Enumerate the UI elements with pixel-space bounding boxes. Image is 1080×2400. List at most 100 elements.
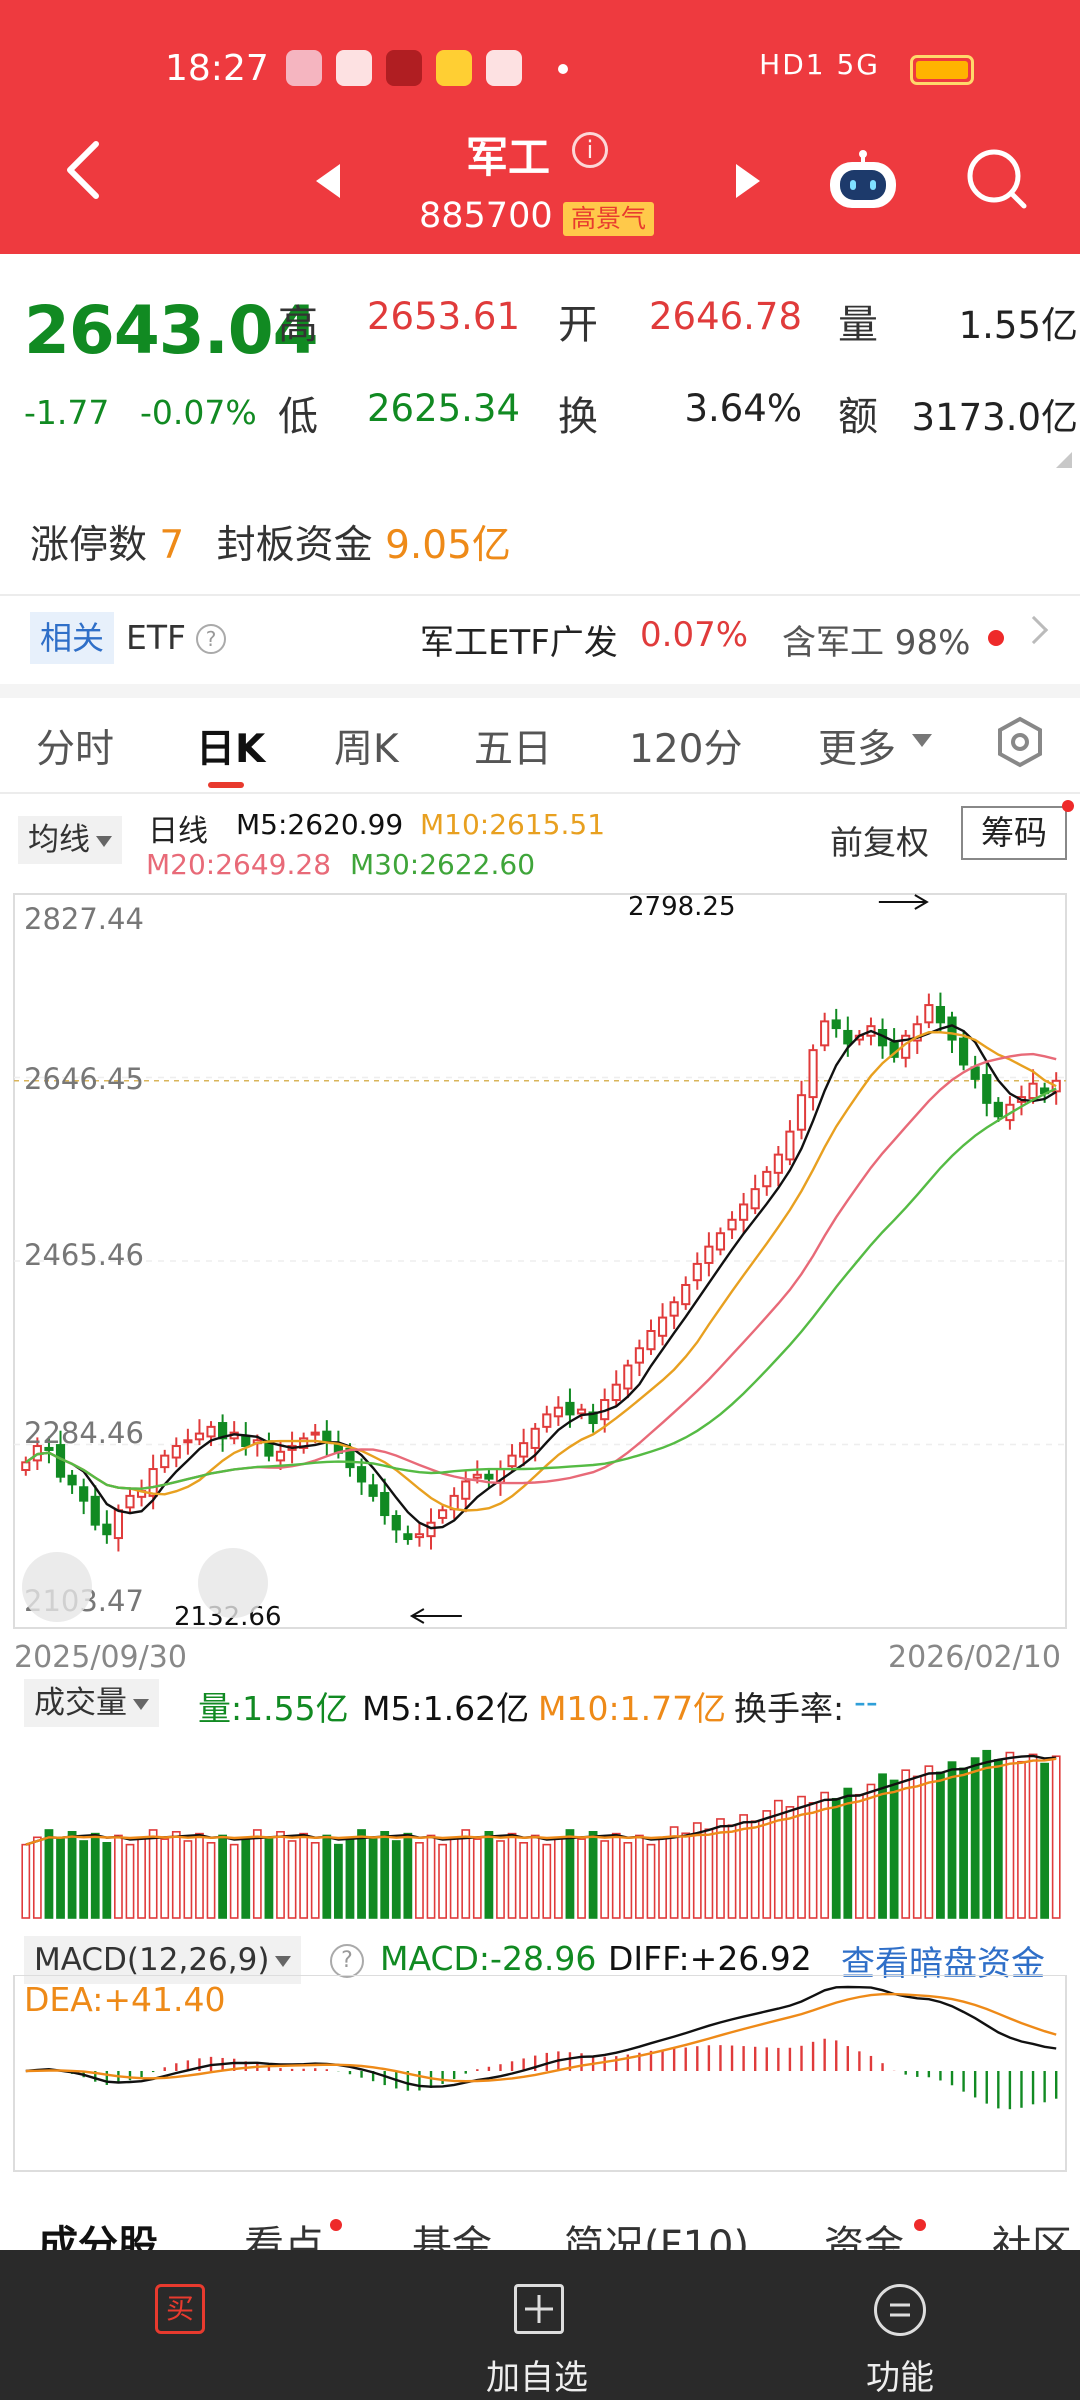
tab-120min[interactable]: 120分	[629, 727, 743, 772]
settings-hexagon-icon[interactable]	[994, 716, 1046, 768]
tab-five-day[interactable]: 五日	[474, 727, 553, 772]
candle-body	[634, 1347, 645, 1364]
volume-bar	[1040, 1762, 1050, 1919]
kline-chart[interactable]	[0, 888, 1080, 1633]
volume-bar	[368, 1838, 378, 1919]
adjust-mode-button[interactable]: 前复权	[830, 823, 929, 862]
candle-body	[21, 1461, 31, 1471]
volume-bar	[704, 1828, 714, 1919]
tab-more[interactable]: 更多	[818, 727, 897, 772]
high-boom-badge[interactable]: 高景气	[563, 202, 655, 236]
candle-body	[542, 1413, 552, 1428]
candle-body	[623, 1364, 633, 1390]
volume-bar	[808, 1802, 818, 1919]
candle-body	[241, 1435, 251, 1448]
volume-bar	[692, 1822, 702, 1919]
buy-icon[interactable]: 买	[155, 2284, 205, 2334]
fullscreen-button[interactable]	[198, 1548, 268, 1618]
chip-distribution-button[interactable]: 筹码	[961, 806, 1067, 860]
candle-body	[194, 1432, 205, 1441]
volume-bar	[183, 1840, 193, 1919]
red-dot-icon	[914, 2219, 926, 2231]
add-watchlist-button[interactable]: 加自选	[486, 2358, 588, 2398]
candle-body	[79, 1486, 89, 1502]
volume-select-button[interactable]: 成交量	[24, 1679, 159, 1727]
volume-bar	[588, 1830, 598, 1919]
volume-bar	[831, 1797, 841, 1919]
candle-body	[565, 1401, 575, 1416]
tab-highlights[interactable]: 看点	[244, 2223, 324, 2250]
volume-bar	[380, 1830, 390, 1919]
red-dot-icon	[988, 630, 1004, 646]
search-icon[interactable]	[964, 146, 1030, 212]
seal-fund-label: 封板资金	[216, 523, 373, 568]
candle-body	[704, 1245, 714, 1264]
tab-funds[interactable]: 基金	[412, 2223, 492, 2250]
help-icon[interactable]: ?	[196, 624, 226, 654]
info-icon[interactable]: i	[572, 132, 608, 168]
candle-body	[576, 1408, 587, 1415]
tab-constituents[interactable]: 成分股	[38, 2223, 158, 2250]
collapse-panel-button[interactable]	[22, 1552, 92, 1622]
tab-intraday[interactable]: 分时	[36, 727, 115, 772]
candle-body	[958, 1037, 969, 1066]
seal-fund-value: 9.05亿	[385, 523, 511, 568]
volume-bar	[322, 1834, 332, 1919]
volume-bar	[299, 1832, 309, 1919]
volume-bar	[669, 1826, 679, 1919]
prev-stock-button[interactable]	[316, 164, 340, 198]
tab-community[interactable]: 社区	[992, 2223, 1072, 2250]
amount-value: 3173.0亿	[911, 396, 1078, 439]
candle-body	[970, 1066, 980, 1080]
chevron-right-icon[interactable]	[1019, 615, 1049, 645]
volume-m5: M5:1.62亿	[362, 1689, 530, 1728]
limit-up-count: 7	[159, 523, 185, 568]
date-start: 2025/09/30	[14, 1640, 187, 1675]
candle-body	[1028, 1082, 1038, 1100]
candle-body	[275, 1450, 286, 1462]
volume-bar	[102, 1842, 112, 1919]
ma-select-button[interactable]: 均线	[18, 816, 122, 864]
volume-bar	[56, 1838, 65, 1919]
volume-bar	[125, 1843, 135, 1919]
candle-body	[681, 1283, 691, 1306]
volume-bar	[658, 1836, 667, 1919]
volume-bar	[171, 1830, 181, 1919]
add-watchlist-icon[interactable]	[514, 2284, 564, 2334]
next-stock-button[interactable]	[736, 164, 760, 198]
detail-tabs: 成分股 看点 基金 简况(F10) 资金 社区	[0, 2195, 1080, 2250]
candle-body	[160, 1454, 170, 1469]
candle-body	[368, 1484, 378, 1497]
dark-pool-fund-link[interactable]: 查看暗盘资金	[841, 1944, 1045, 1984]
tab-capital[interactable]: 资金	[824, 2223, 904, 2250]
candle-body	[206, 1425, 216, 1438]
macd-chart[interactable]	[0, 1975, 1080, 2175]
back-arrow-icon[interactable]	[62, 140, 102, 200]
tab-weekly-k[interactable]: 周K	[334, 727, 399, 772]
stock-app-icon	[486, 50, 522, 86]
volume-chart[interactable]	[0, 1730, 1080, 1922]
candle-body	[912, 1023, 922, 1042]
candle-body	[414, 1533, 425, 1539]
volume-bar	[264, 1838, 274, 1919]
menu-icon[interactable]	[874, 2284, 926, 2336]
help-icon[interactable]: ?	[330, 1944, 364, 1978]
volume-bar	[542, 1843, 552, 1919]
volume-bar	[947, 1761, 957, 1919]
chevron-down-icon[interactable]	[912, 734, 932, 747]
functions-button[interactable]: 功能	[866, 2358, 934, 2398]
notification-dot-icon	[558, 64, 568, 74]
volume-bar	[785, 1806, 795, 1919]
volume-bar	[160, 1838, 170, 1919]
assistant-robot-icon[interactable]	[826, 150, 900, 212]
expand-corner-icon[interactable]	[1056, 452, 1072, 468]
candle-body	[530, 1427, 540, 1449]
tab-profile[interactable]: 简况(F10)	[564, 2223, 750, 2250]
volume-bar	[1051, 1755, 1061, 1919]
volume-bar	[866, 1783, 876, 1919]
tab-daily-k[interactable]: 日K	[196, 727, 266, 772]
volume-bar	[461, 1829, 471, 1919]
bottom-action-bar: 买 加自选 功能	[0, 2250, 1080, 2400]
volume-bar	[797, 1795, 806, 1919]
candle-body	[472, 1473, 482, 1479]
